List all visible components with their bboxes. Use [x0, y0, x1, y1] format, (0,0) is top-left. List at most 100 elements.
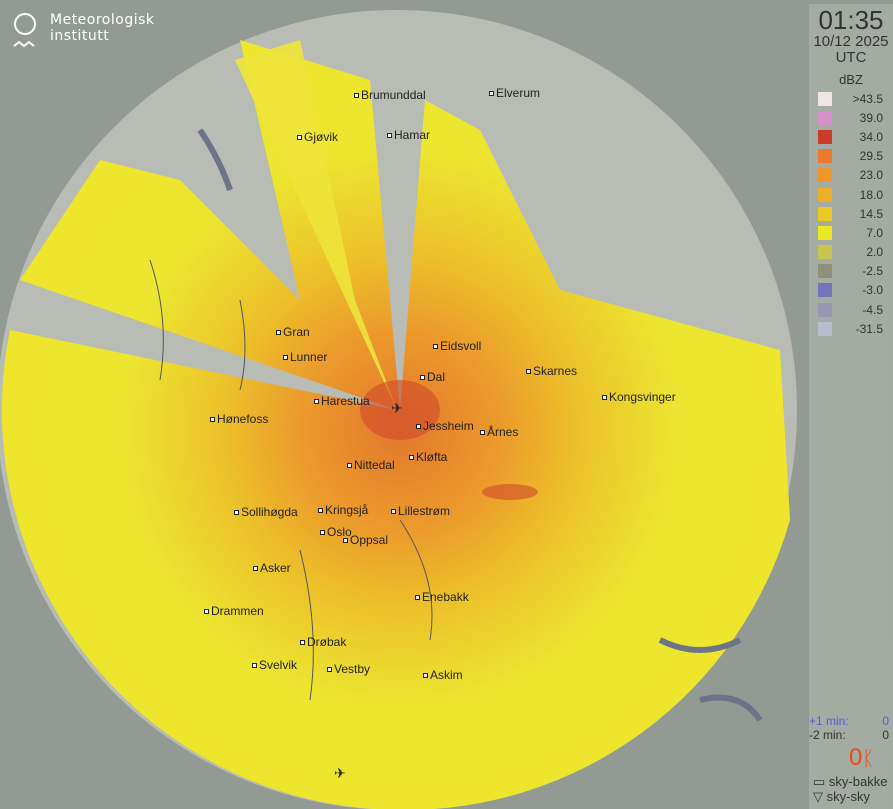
legend-item: -3.0: [809, 281, 893, 300]
legend-item: 34.0: [809, 127, 893, 146]
city-marker-icon: [420, 375, 425, 381]
city-marker-icon: [354, 93, 359, 99]
heavy-precip: [482, 484, 538, 500]
city-label: Drammen: [204, 604, 264, 618]
city-marker-icon: [415, 595, 420, 601]
legend-item: >43.5: [809, 89, 893, 108]
legend-swatch: [818, 225, 832, 240]
legend-item: -31.5: [809, 319, 893, 338]
city-label: Sollihøgda: [234, 505, 298, 519]
lightning-count: 0ᛕ: [849, 744, 875, 771]
legend-swatch: [818, 129, 832, 144]
legend-item: 7.0: [809, 223, 893, 242]
legend-swatch: [818, 91, 832, 106]
legend-item: 14.5: [809, 204, 893, 223]
city-marker-icon: [387, 133, 392, 139]
city-marker-icon: [391, 509, 396, 515]
city-label: Brumunddal: [354, 88, 426, 102]
city-marker-icon: [409, 455, 414, 461]
city-marker-icon: [210, 417, 215, 423]
lightning-plus1: +1 min: 0: [809, 714, 889, 728]
city-label: Kringsjå: [318, 503, 368, 517]
city-marker-icon: [433, 344, 438, 350]
city-marker-icon: [300, 640, 305, 646]
lightning-minus2: -2 min: 0: [809, 728, 889, 742]
city-label: Gjøvik: [297, 130, 338, 144]
city-label: Gran: [276, 325, 310, 339]
city-marker-icon: [480, 430, 485, 436]
legend-item: 29.5: [809, 147, 893, 166]
lake: [197, 128, 763, 722]
city-marker-icon: [320, 530, 325, 536]
city-label: Nittedal: [347, 458, 395, 472]
city-marker-icon: [526, 369, 531, 375]
legend-swatch: [818, 283, 832, 298]
legend-swatch: [818, 187, 832, 202]
city-marker-icon: [297, 135, 302, 141]
city-label: Hønefoss: [210, 412, 268, 426]
city-label: Drøbak: [300, 635, 346, 649]
city-label: Enebakk: [415, 590, 469, 604]
legend-ground: ▭ sky-bakke: [813, 774, 888, 789]
city-label: Lunner: [283, 350, 327, 364]
legend-item: 39.0: [809, 108, 893, 127]
timezone-label: UTC: [835, 49, 867, 66]
legend-swatch: [818, 264, 832, 279]
legend-swatch: [818, 245, 832, 260]
city-marker-icon: [283, 355, 288, 361]
city-label: Elverum: [489, 86, 540, 100]
logo-text: institutt: [50, 28, 110, 44]
legend-cloud: ▽ sky-sky: [813, 789, 870, 804]
city-label: Jessheim: [416, 419, 474, 433]
legend-swatch: [818, 321, 832, 336]
legend-unit: dBZ: [839, 72, 863, 87]
legend-item: 18.0: [809, 185, 893, 204]
legend-swatch: [818, 110, 832, 125]
city-marker-icon: [253, 566, 258, 572]
city-label: Vestby: [327, 662, 370, 676]
city-label: Oppsal: [343, 533, 388, 547]
legend-swatch: [818, 206, 832, 221]
legend-item: -2.5: [809, 262, 893, 281]
city-label: Harestua: [314, 394, 370, 408]
city-marker-icon: [318, 508, 323, 514]
airport-icon: ✈✈: [334, 400, 403, 781]
city-label: Dal: [420, 370, 445, 384]
city-marker-icon: [314, 399, 319, 405]
legend-panel: 01:35 10/12 2025 UTC dBZ >43.5 39.0 34.0 29…: [809, 4, 893, 809]
city-label: Oslo: [320, 525, 352, 539]
city-marker-icon: [602, 395, 607, 401]
city-marker-icon: [234, 510, 239, 516]
logo-text: Meteorologisk: [50, 12, 155, 28]
city-label: Årnes: [480, 425, 518, 439]
lake-outline: [149, 259, 433, 701]
legend-item: -4.5: [809, 300, 893, 319]
date-label: 10/12 2025: [813, 33, 889, 50]
city-marker-icon: [204, 609, 209, 615]
radar-echo-north: [235, 40, 397, 410]
city-label: Eidsvoll: [433, 339, 481, 353]
city-label: Hamar: [387, 128, 430, 142]
city-marker-icon: [327, 667, 332, 673]
city-label: Kløfta: [409, 450, 447, 464]
legend-swatch: [818, 302, 832, 317]
city-label: Lillestrøm: [391, 504, 450, 518]
legend-swatch: [818, 149, 832, 164]
city-label: Skarnes: [526, 364, 577, 378]
city-label: Kongsvinger: [602, 390, 676, 404]
city-marker-icon: [489, 91, 494, 97]
city-marker-icon: [343, 538, 348, 544]
city-marker-icon: [347, 463, 352, 469]
city-label: Askim: [423, 668, 463, 682]
city-marker-icon: [416, 424, 421, 430]
svg-text:✈: ✈: [334, 765, 346, 781]
legend-item: 23.0: [809, 166, 893, 185]
city-marker-icon: [276, 330, 281, 336]
legend-swatch: [818, 168, 832, 183]
legend-item: 2.0: [809, 243, 893, 262]
time-label: 01:35: [818, 5, 884, 35]
svg-text:✈: ✈: [391, 400, 403, 416]
city-label: Svelvik: [252, 658, 297, 672]
lightning-icon: ᛕ: [862, 748, 875, 770]
